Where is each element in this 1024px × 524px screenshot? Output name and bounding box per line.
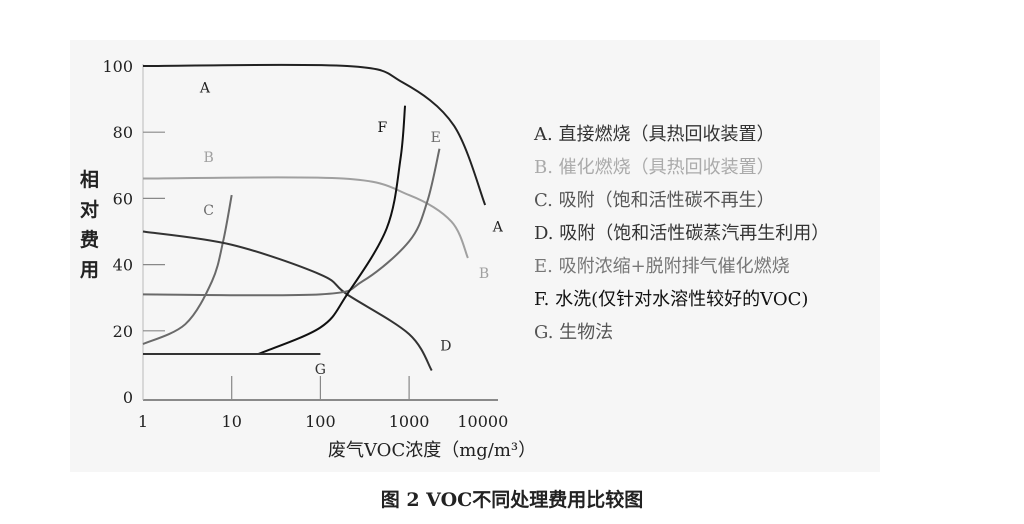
y-tick-label: 60 xyxy=(113,189,133,208)
x-tick-label: 100 xyxy=(305,412,336,431)
series-line-b xyxy=(142,176,469,259)
y-axis-label: 相对费用 xyxy=(80,169,100,281)
legend-item-b: B. 催化燃烧（具热回收装置） xyxy=(534,157,775,178)
y-tick-label: 0 xyxy=(123,388,133,407)
curve-label-c: C xyxy=(203,203,214,219)
y-tick-label: 20 xyxy=(113,322,133,341)
curve-label-a: A xyxy=(492,220,504,236)
curve-label-f: F xyxy=(378,120,388,136)
curve-label-e: E xyxy=(431,130,441,146)
curve-label-d: D xyxy=(440,339,451,355)
legend-item-e: E. 吸附浓缩+脱附排气催化燃烧 xyxy=(534,256,790,277)
x-axis-label: 废气VOC浓度（mg/m³） xyxy=(328,440,537,461)
legend-item-c: C. 吸附（饱和活性碳不再生） xyxy=(534,190,775,211)
series-line-c xyxy=(142,194,233,345)
legend-item-d: D. 吸附（饱和活性碳蒸汽再生利用） xyxy=(534,223,830,244)
x-tick-label: 1 xyxy=(138,412,148,431)
legend-item-g: G. 生物法 xyxy=(534,322,614,343)
legend-item-f: F. 水洗(仅针对水溶性较好的VOC) xyxy=(534,289,809,310)
curve-label-a: A xyxy=(199,80,211,96)
series-line-d xyxy=(142,230,433,372)
y-tick-label: 80 xyxy=(113,123,133,142)
x-tick-label: 10 xyxy=(222,412,242,431)
x-tick-label: 1000 xyxy=(389,412,430,431)
series-line-e xyxy=(142,148,441,297)
curve-label-b: B xyxy=(479,266,489,282)
y-tick-label: 100 xyxy=(102,57,133,76)
curve-label-g: G xyxy=(315,362,326,378)
curve-label-b: B xyxy=(204,150,214,166)
x-tick-label: 10000 xyxy=(457,412,508,431)
legend: A. 直接燃烧（具热回收装置） B. 催化燃烧（具热回收装置） C. 吸附（饱和… xyxy=(534,118,829,349)
legend-item-a: A. 直接燃烧（具热回收装置） xyxy=(534,124,775,145)
series-line-a xyxy=(142,63,487,206)
figure-caption: 图 2 VOC不同处理费用比较图 xyxy=(380,489,644,511)
series-line-f xyxy=(258,105,407,355)
y-tick-label: 40 xyxy=(113,256,133,275)
